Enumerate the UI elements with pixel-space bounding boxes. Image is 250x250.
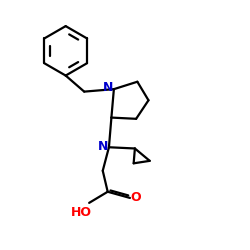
- Text: O: O: [130, 192, 141, 204]
- Text: N: N: [103, 82, 114, 94]
- Text: HO: HO: [71, 206, 92, 219]
- Text: N: N: [98, 140, 109, 152]
